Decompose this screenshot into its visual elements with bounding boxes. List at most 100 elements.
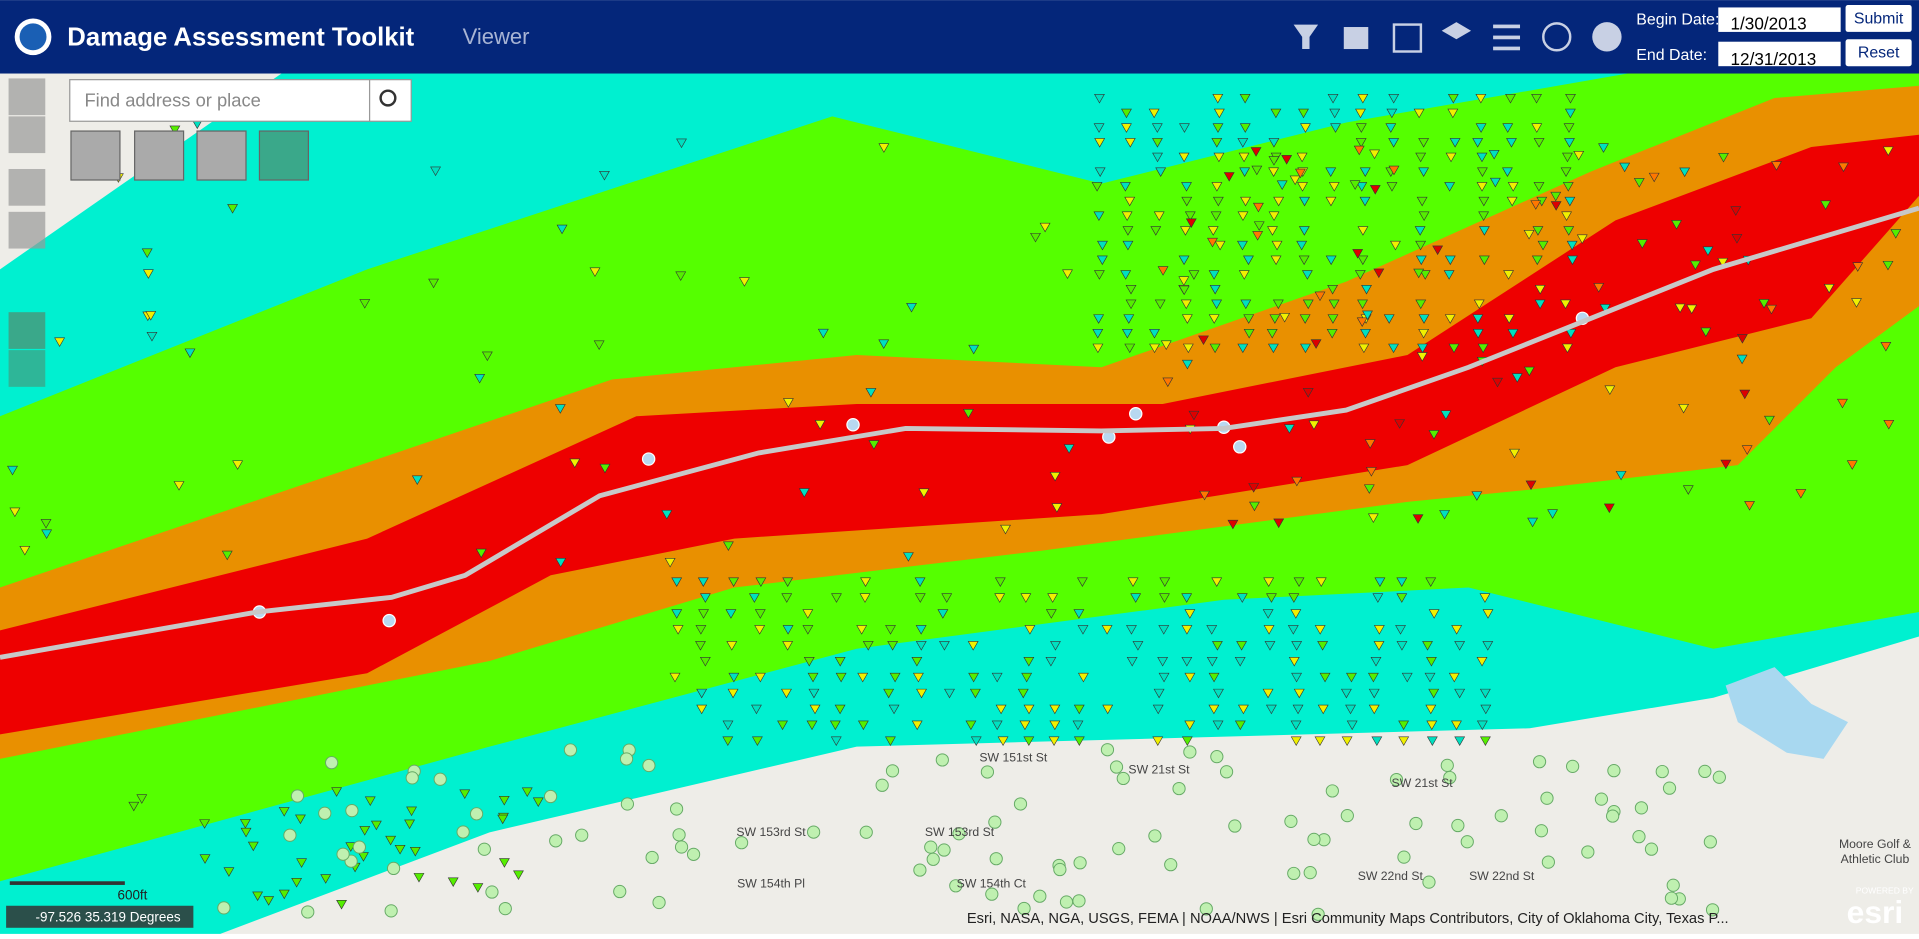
damage-marker: [385, 835, 397, 846]
legend-button[interactable]: [1493, 24, 1521, 29]
damage-marker: [937, 609, 949, 619]
filter-button[interactable]: [1293, 24, 1319, 50]
damage-marker: [406, 806, 417, 817]
damage-marker: [1362, 310, 1373, 321]
damage-marker: [1507, 329, 1519, 339]
damage-marker: [1444, 182, 1456, 192]
damage-marker: [1072, 720, 1084, 731]
damage-marker: [1178, 152, 1190, 163]
damage-marker: [336, 899, 347, 910]
damage-marker: [699, 593, 711, 603]
damage-marker: [1503, 314, 1515, 324]
damage-marker: [808, 688, 820, 699]
coords-box[interactable]: [6, 905, 194, 928]
property-marker: [290, 789, 305, 803]
damage-marker: [1213, 688, 1224, 699]
damage-marker: [914, 577, 926, 587]
damage-marker: [1125, 299, 1137, 310]
damage-marker: [1207, 237, 1218, 248]
damage-marker: [1686, 304, 1698, 315]
damage-marker: [1267, 226, 1278, 236]
damage-marker: [1184, 211, 1196, 222]
damage-marker: [727, 688, 739, 699]
zoom-in[interactable]: [8, 78, 46, 116]
property-marker: [1017, 901, 1031, 916]
damage-marker: [1439, 510, 1450, 520]
damage-marker: [782, 398, 794, 408]
damage-marker: [739, 277, 750, 287]
damage-marker: [1369, 185, 1381, 195]
damage-marker: [1184, 720, 1196, 731]
damage-marker: [1851, 298, 1862, 308]
damage-marker: [1020, 593, 1032, 603]
damage-marker: [887, 641, 899, 651]
damage-marker: [1823, 283, 1835, 294]
info-button[interactable]: [1592, 22, 1622, 52]
damage-marker: [1208, 270, 1220, 280]
damage-marker: [1416, 196, 1428, 207]
damage-marker: [1476, 720, 1488, 731]
damage-marker: [1374, 577, 1386, 587]
property-marker: [1228, 819, 1242, 833]
property-marker: [949, 879, 963, 893]
damage-marker: [1178, 255, 1190, 266]
property-marker: [952, 827, 966, 841]
damage-marker: [859, 593, 871, 603]
damage-marker: [1151, 123, 1163, 133]
property-marker: [345, 803, 359, 818]
damage-marker: [1360, 329, 1371, 339]
property-marker: [1540, 791, 1554, 805]
property-marker: [1712, 770, 1726, 784]
add-report-button[interactable]: [1343, 27, 1369, 50]
swipe-button[interactable]: [1392, 23, 1423, 53]
damage-marker: [1093, 123, 1105, 133]
end-input[interactable]: [1718, 41, 1841, 67]
search-box[interactable]: [69, 79, 371, 122]
print-button[interactable]: [196, 130, 247, 181]
damage-marker: [862, 641, 874, 651]
reset-button[interactable]: [1845, 39, 1912, 67]
damage-marker: [232, 460, 244, 470]
damage-marker: [1717, 258, 1729, 268]
damage-marker: [802, 609, 814, 619]
track-point: [1233, 440, 1247, 454]
damage-marker: [1290, 736, 1302, 747]
back-button[interactable]: [8, 312, 46, 349]
damage-marker: [1367, 672, 1379, 683]
begin-input[interactable]: [1718, 7, 1841, 32]
download-button[interactable]: [134, 130, 185, 181]
locate-button[interactable]: [8, 211, 46, 249]
measure-button[interactable]: [70, 130, 121, 181]
damage-marker: [1671, 220, 1682, 230]
street-label: SW 153rd St: [925, 825, 995, 839]
property-marker: [1219, 765, 1234, 779]
damage-marker: [1293, 577, 1305, 587]
damage-marker: [1327, 314, 1339, 324]
search-button[interactable]: [368, 79, 412, 122]
damage-marker: [1268, 138, 1280, 148]
zoom-out[interactable]: [8, 116, 46, 154]
damage-marker: [1126, 657, 1138, 667]
damage-marker: [1741, 445, 1753, 455]
layers-button[interactable]: [1441, 22, 1472, 40]
damage-marker: [1236, 641, 1248, 651]
home-button[interactable]: [8, 168, 46, 206]
damage-marker: [754, 672, 766, 683]
basemap-button[interactable]: [258, 130, 310, 181]
damage-marker: [1603, 503, 1615, 514]
damage-marker: [1368, 688, 1380, 699]
damage-marker: [676, 138, 687, 149]
damage-marker: [782, 625, 794, 635]
forward-button[interactable]: [8, 350, 46, 387]
damage-marker: [1124, 138, 1136, 148]
property-marker: [1148, 829, 1162, 843]
damage-marker: [991, 672, 1003, 683]
damage-marker: [1561, 211, 1572, 222]
time-button[interactable]: [1542, 22, 1572, 52]
damage-marker: [498, 795, 510, 806]
submit-button[interactable]: [1845, 4, 1912, 32]
damage-marker: [295, 814, 306, 825]
property-marker: [1594, 792, 1609, 806]
damage-marker: [1265, 704, 1277, 715]
attribution: Esri, NASA, NGA, USGS, FEMA | NOAA/NWS |…: [967, 911, 1729, 927]
